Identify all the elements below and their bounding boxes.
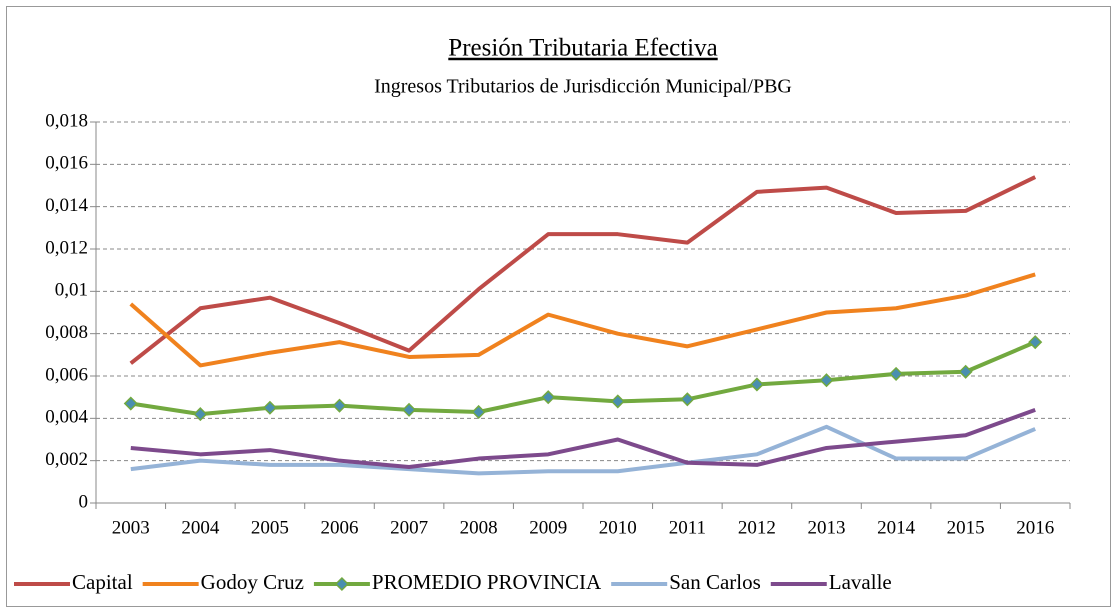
chart-title: Presión Tributaria Efectiva [448, 35, 717, 62]
legend-label: Godoy Cruz [201, 570, 304, 594]
point-marker [889, 366, 904, 381]
x-tick-label: 2006 [321, 517, 359, 538]
point-marker [541, 390, 556, 405]
x-tick-label: 2009 [529, 517, 567, 538]
chart-subtitle: Ingresos Tributarios de Jurisdicción Mun… [374, 76, 792, 98]
x-tick-label: 2003 [112, 517, 150, 538]
x-tick-label: 2016 [1016, 517, 1054, 538]
point-marker [402, 402, 417, 417]
point-marker [680, 392, 695, 407]
point-marker [958, 364, 973, 379]
x-tick-label: 2005 [251, 517, 289, 538]
x-tick-label: 2013 [808, 517, 846, 538]
x-tick-label: 2004 [181, 517, 220, 538]
y-tick-label: 0,006 [45, 364, 88, 385]
series-line [129, 272, 1036, 368]
x-tick-label: 2012 [738, 517, 776, 538]
point-marker [819, 373, 834, 388]
chart-border [6, 6, 1111, 607]
point-marker [749, 377, 764, 392]
x-tick-label: 2015 [947, 517, 985, 538]
point-marker [610, 394, 625, 409]
y-tick-label: 0,002 [45, 449, 88, 470]
point-marker [123, 396, 138, 411]
legend-label: Capital [72, 570, 133, 594]
point-marker [332, 398, 347, 413]
point-marker [262, 400, 277, 415]
point-marker [1028, 335, 1043, 350]
y-tick-label: 0 [79, 491, 89, 512]
y-tick-label: 0,014 [45, 195, 88, 216]
y-tick-label: 0,018 [45, 110, 88, 131]
legend-label: Lavalle [829, 570, 892, 594]
y-tick-label: 0,012 [45, 237, 88, 258]
y-tick-label: 0,008 [45, 322, 88, 343]
point-marker [193, 407, 208, 422]
y-tick-label: 0,01 [55, 280, 88, 301]
y-tick-label: 0,016 [45, 153, 88, 174]
y-tick-label: 0,004 [45, 407, 88, 428]
x-tick-label: 2014 [877, 517, 916, 538]
legend-marker [334, 576, 349, 592]
x-tick-label: 2011 [669, 517, 706, 538]
x-tick-label: 2010 [599, 517, 637, 538]
series-line [130, 424, 1036, 476]
series-line [130, 340, 1036, 417]
legend-label: PROMEDIO PROVINCIA [372, 570, 602, 594]
x-tick-label: 2007 [390, 517, 428, 538]
x-tick-label: 2008 [460, 517, 498, 538]
point-marker [471, 404, 486, 420]
series-line [129, 175, 1037, 365]
series-line [130, 407, 1036, 470]
legend-label: San Carlos [669, 570, 761, 594]
